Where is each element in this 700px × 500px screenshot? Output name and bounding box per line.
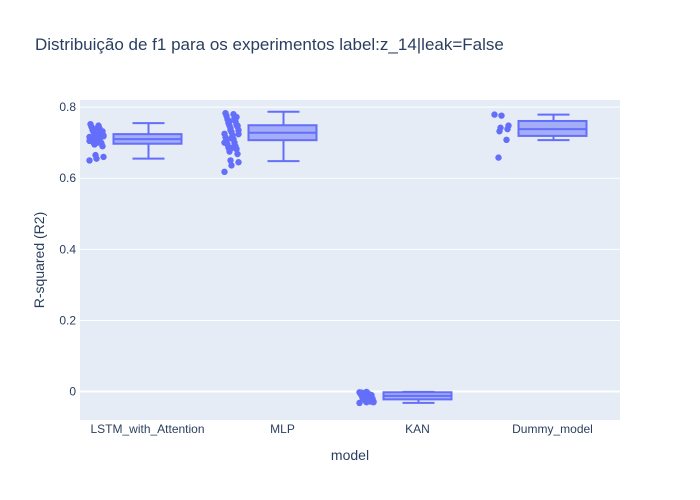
data-point [226, 118, 233, 125]
data-point [503, 136, 510, 144]
x-tick-label: KAN [405, 422, 430, 436]
y-tick-label: 0.2 [59, 313, 76, 327]
box-trace [86, 120, 183, 164]
y-tick-labels: 0 0.2 0.4 0.6 0.8 [59, 100, 76, 398]
data-point [234, 150, 241, 158]
data-point [229, 144, 236, 151]
chart-title: Distribuição de f1 para os experimentos … [35, 35, 504, 54]
data-point [504, 125, 511, 133]
plot-area [80, 100, 620, 420]
data-point [221, 130, 228, 137]
x-axis-title: model [331, 447, 369, 463]
data-point [496, 128, 503, 135]
y-tick-label: 0.4 [59, 242, 76, 256]
data-point [491, 111, 498, 118]
data-point [91, 125, 98, 133]
data-point [366, 391, 373, 398]
y-tick-label: 0 [69, 385, 76, 399]
data-point [227, 157, 234, 164]
data-point [235, 130, 242, 138]
x-tick-label: LSTM_with_Attention [90, 422, 204, 436]
data-point [234, 122, 241, 129]
box-traces [86, 109, 588, 407]
data-point [100, 153, 107, 161]
box-trace [491, 111, 588, 161]
box-trace [221, 109, 318, 176]
data-point [356, 399, 363, 407]
data-point [228, 162, 235, 169]
data-point [495, 154, 502, 161]
data-point [228, 135, 235, 142]
data-point [92, 151, 99, 159]
data-point [222, 109, 229, 117]
data-point [221, 168, 228, 176]
x-tick-label: MLP [270, 422, 295, 436]
data-point [233, 113, 240, 121]
y-tick-label: 0.6 [59, 171, 76, 185]
x-tick-label: Dummy_model [512, 422, 593, 436]
gridlines [80, 106, 620, 393]
data-point [86, 157, 93, 164]
data-point [358, 389, 365, 396]
data-point [221, 139, 228, 146]
data-point [100, 133, 107, 140]
y-tick-label: 0.8 [59, 100, 76, 114]
data-point [227, 126, 234, 134]
box-trace [356, 388, 453, 407]
data-point [367, 398, 374, 405]
data-point [359, 394, 366, 402]
data-point [99, 128, 106, 135]
x-tick-labels: LSTM_with_Attention MLP KAN Dummy_model [90, 422, 592, 436]
data-point [235, 159, 242, 166]
data-point [498, 112, 505, 119]
y-axis-title: R-squared (R2) [31, 212, 47, 308]
data-point [87, 120, 94, 128]
data-point [86, 137, 93, 145]
